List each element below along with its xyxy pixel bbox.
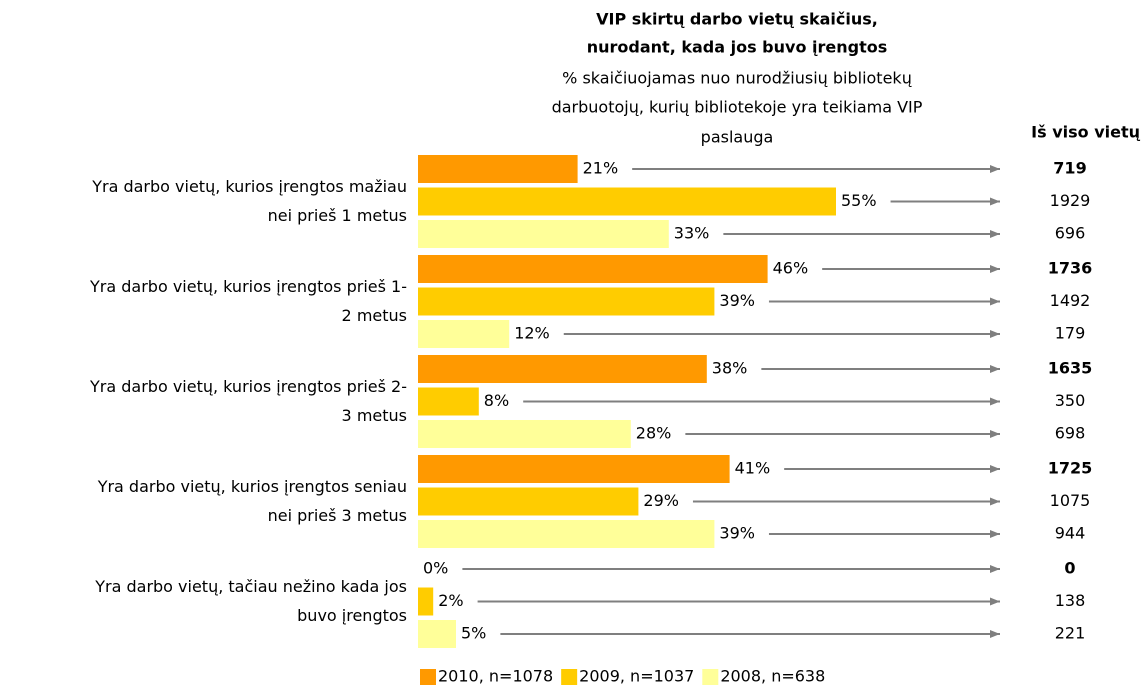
category-label: Yra darbo vietų, kurios įrengtos mažiau <box>91 177 407 196</box>
total-label: 1725 <box>1048 459 1093 478</box>
legend-swatch <box>702 669 719 685</box>
value-label: 12% <box>514 324 550 343</box>
total-label: 221 <box>1055 624 1086 643</box>
total-label: 719 <box>1053 159 1086 178</box>
legend-label: 2010, n=1078 <box>438 667 553 686</box>
value-label: 33% <box>674 224 710 243</box>
value-label: 5% <box>461 624 486 643</box>
total-label: 944 <box>1055 524 1086 543</box>
value-label: 41% <box>735 459 771 478</box>
bar <box>418 187 836 216</box>
category-label: buvo įrengtos <box>297 606 407 625</box>
chart-subtitle: % skaičiuojamas nuo nurodžiusių bibliote… <box>562 69 912 88</box>
category-label: 3 metus <box>342 406 407 425</box>
chart-subtitle: paslauga <box>701 128 774 147</box>
bar <box>418 455 730 483</box>
total-label: 1635 <box>1048 359 1093 378</box>
total-label: 698 <box>1055 424 1086 443</box>
category-label: Yra darbo vietų, kurios įrengtos seniau <box>97 477 407 496</box>
chart-title: nurodant, kada jos buvo įrengtos <box>587 38 888 57</box>
bar <box>418 355 707 383</box>
bar <box>418 255 768 283</box>
bar <box>418 420 631 448</box>
bar <box>418 520 715 548</box>
total-label: 138 <box>1055 591 1086 610</box>
bar <box>418 587 434 616</box>
total-label: 179 <box>1055 324 1086 343</box>
total-label: 0 <box>1064 559 1075 578</box>
bar <box>418 155 578 183</box>
bar <box>418 320 510 348</box>
value-label: 0% <box>423 559 448 578</box>
legend-swatch <box>561 669 578 685</box>
total-label: 1929 <box>1050 191 1091 210</box>
value-label: 39% <box>719 524 755 543</box>
bar <box>418 287 715 316</box>
legend-label: 2009, n=1037 <box>579 667 694 686</box>
category-label: Yra darbo vietų, tačiau nežino kada jos <box>94 577 407 596</box>
totals-header: Iš viso vietų <box>1031 123 1140 142</box>
legend-swatch <box>420 669 436 685</box>
category-label: nei prieš 3 metus <box>268 506 407 525</box>
value-label: 46% <box>773 259 809 278</box>
value-label: 38% <box>712 359 748 378</box>
category-label: nei prieš 1 metus <box>268 206 407 225</box>
category-label: 2 metus <box>342 306 407 325</box>
total-label: 1736 <box>1048 259 1093 278</box>
chart-subtitle: darbuotojų, kurių bibliotekoje yra teiki… <box>552 98 923 117</box>
value-label: 21% <box>583 159 619 178</box>
bar <box>418 487 639 516</box>
category-label: Yra darbo vietų, kurios įrengtos prieš 2… <box>89 377 407 396</box>
value-label: 2% <box>438 591 463 610</box>
value-label: 8% <box>484 391 509 410</box>
chart-title: VIP skirtų darbo vietų skaičius, <box>596 10 878 29</box>
bar <box>418 620 456 648</box>
total-label: 1492 <box>1050 291 1091 310</box>
value-label: 55% <box>841 191 877 210</box>
value-label: 28% <box>636 424 672 443</box>
bar <box>418 220 669 248</box>
total-label: 696 <box>1055 224 1086 243</box>
total-label: 350 <box>1055 391 1086 410</box>
category-label: Yra darbo vietų, kurios įrengtos prieš 1… <box>89 277 407 296</box>
value-label: 39% <box>719 291 755 310</box>
total-label: 1075 <box>1050 491 1091 510</box>
bar <box>418 387 479 416</box>
value-label: 29% <box>643 491 679 510</box>
legend-label: 2008, n=638 <box>720 667 825 686</box>
